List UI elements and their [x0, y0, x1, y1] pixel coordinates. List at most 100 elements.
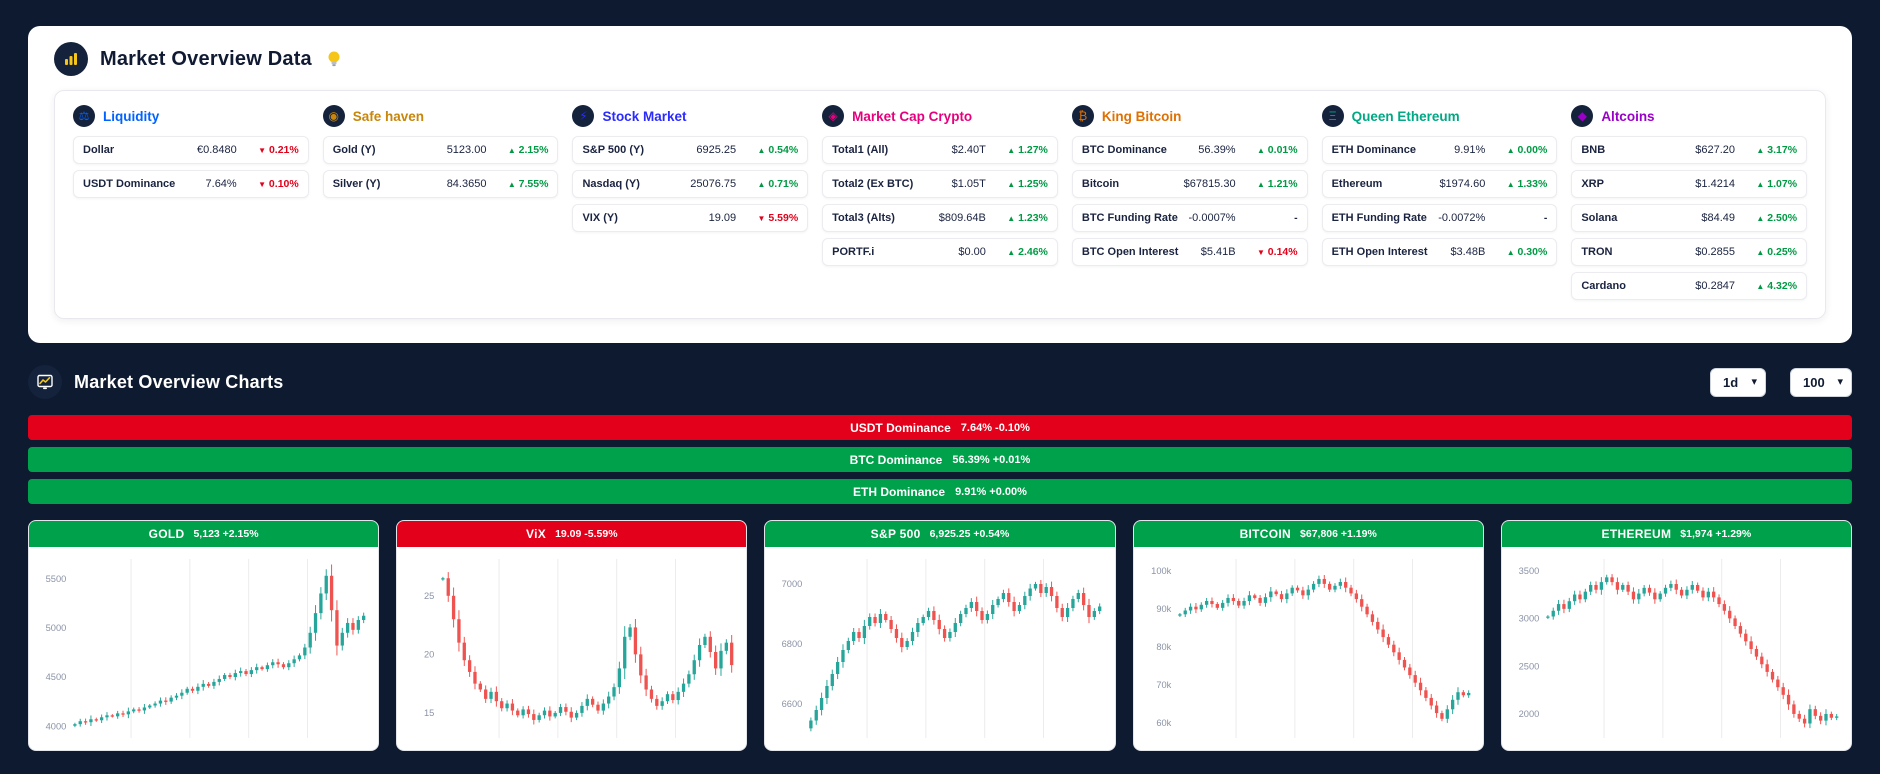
row-change: ▼ 0.10% [258, 178, 299, 190]
chart-body-ethereum: 2000 2500 3000 3500 [1502, 547, 1851, 750]
row-value: 84.3650 [446, 178, 487, 190]
chart-cards: GOLD 5,123 +2.15% 4000 4500 5000 5500 ViX 19.09… [28, 520, 1852, 751]
chart-value: 6,925.25 +0.54% [929, 528, 1010, 540]
svg-text:80k: 80k [1156, 641, 1171, 652]
svg-text:6800: 6800 [782, 638, 803, 649]
chart-value: $1,974 +1.29% [1680, 528, 1752, 540]
chart-card-header-bitcoin: BITCOIN $67,806 +1.19% [1133, 521, 1483, 547]
svg-text:3500: 3500 [1518, 565, 1539, 576]
row-value: -0.0072% [1438, 212, 1486, 224]
row-change: - [1543, 212, 1548, 224]
chart-value: 5,123 +2.15% [193, 528, 259, 540]
chart-card-s-p-500: S&P 500 6,925.25 +0.54% 6600 6800 7000 [764, 520, 1116, 751]
data-row-gold-y: Gold (Y) 5123.00 ▲ 2.15% [322, 136, 559, 164]
chart-name: BITCOIN [1239, 527, 1292, 541]
row-label: BTC Dominance [1081, 143, 1167, 156]
column-title: Liquidity [103, 108, 160, 124]
column-rows: ETH Dominance 9.91% ▲ 0.00% Ethereum $1974.6… [1321, 136, 1558, 266]
column-header-king-bitcoin: ₿ King Bitcoin [1071, 105, 1308, 127]
data-row-nasdaq-y: Nasdaq (Y) 25076.75 ▲ 0.71% [572, 170, 809, 198]
up-triangle-icon: ▲ [1756, 248, 1765, 257]
column-altcoins: ◆ Altcoins BNB $627.20 ▲ 3.17% XRP $1.4214 ▲ 1.… [1571, 105, 1808, 300]
svg-text:60k: 60k [1156, 717, 1171, 728]
svg-text:70k: 70k [1156, 679, 1171, 690]
chart-body-vix: 15 20 25 [397, 547, 746, 750]
charts-section-header: Market Overview Charts 1d 100 [28, 365, 1852, 399]
row-change: ▲ 4.32% [1756, 280, 1798, 292]
row-label: TRON [1581, 245, 1613, 258]
chart-card-bitcoin: BITCOIN $67,806 +1.19% 60k 70k 80k 90k 100k [1132, 520, 1484, 751]
row-value: 56.39% [1198, 144, 1236, 156]
svg-text:15: 15 [424, 707, 434, 718]
row-value: -0.0007% [1188, 212, 1236, 224]
lightbulb-icon [328, 51, 340, 67]
row-label: Bitcoin [1081, 177, 1120, 190]
data-columns: ⚖ Liquidity Dollar €0.8480 ▼ 0.21% USDT Domin… [73, 105, 1808, 300]
data-row-solana: Solana $84.49 ▲ 2.50% [1571, 204, 1808, 232]
svg-text:90k: 90k [1156, 603, 1171, 614]
column-queen-ethereum: Ξ Queen Ethereum ETH Dominance 9.91% ▲ 0.00%… [1321, 105, 1558, 300]
up-triangle-icon: ▲ [1756, 146, 1765, 155]
page-title: Market Overview Data [100, 47, 312, 70]
svg-text:5000: 5000 [46, 622, 67, 633]
column-header-liquidity: ⚖ Liquidity [73, 105, 309, 127]
data-row-silver-y: Silver (Y) 84.3650 ▲ 7.55% [322, 170, 559, 198]
svg-text:7000: 7000 [782, 578, 803, 589]
svg-text:4000: 4000 [46, 720, 67, 731]
up-triangle-icon: ▲ [507, 146, 516, 155]
chart-value: 19.09 -5.59% [555, 528, 618, 540]
row-change: ▲ 1.27% [1007, 144, 1048, 156]
up-triangle-icon: ▲ [1756, 282, 1765, 291]
data-row-btc-funding-rate: BTC Funding Rate -0.0007% - [1071, 204, 1308, 232]
column-rows: BTC Dominance 56.39% ▲ 0.01% Bitcoin $67815.… [1071, 136, 1308, 266]
chart-name: S&P 500 [870, 527, 921, 541]
up-triangle-icon: ▲ [1756, 214, 1765, 223]
row-value: 5123.00 [446, 144, 487, 156]
up-triangle-icon: ▲ [757, 146, 766, 155]
column-king-bitcoin: ₿ King Bitcoin BTC Dominance 56.39% ▲ 0.01% B… [1071, 105, 1308, 300]
row-change: ▲ 0.71% [757, 178, 799, 190]
svg-text:2500: 2500 [1518, 660, 1539, 671]
row-label: S&P 500 (Y) [582, 143, 644, 156]
column-safe-haven: ◉ Safe haven Gold (Y) 5123.00 ▲ 2.15% Silver … [322, 105, 559, 300]
banner-value: 7.64% -0.10% [960, 421, 1030, 434]
data-row-eth-dominance: ETH Dominance 9.91% ▲ 0.00% [1321, 136, 1558, 164]
column-header-altcoins: ◆ Altcoins [1571, 105, 1807, 127]
svg-text:2000: 2000 [1518, 708, 1539, 719]
svg-text:25: 25 [424, 590, 434, 601]
chart-card-vix: ViX 19.09 -5.59% 15 20 25 [396, 520, 748, 751]
row-value: 9.91% [1454, 144, 1486, 156]
svg-text:6600: 6600 [782, 698, 803, 709]
row-label: Solana [1581, 211, 1618, 224]
row-value: $0.2847 [1695, 280, 1736, 292]
row-value: $1.05T [951, 178, 986, 190]
row-change: ▼ 0.14% [1256, 246, 1298, 258]
limit-select[interactable]: 100 [1790, 367, 1852, 397]
bitcoin-icon: ₿ [1071, 105, 1094, 127]
row-label: Total3 (Alts) [832, 211, 895, 224]
timeframe-select[interactable]: 1d [1710, 367, 1766, 397]
banner-label: BTC Dominance [849, 452, 943, 467]
chart-name: ETHEREUM [1601, 527, 1672, 541]
column-stock-market: ⚡ Stock Market S&P 500 (Y) 6925.25 ▲ 0.54% Na… [572, 105, 809, 300]
row-change: ▲ 2.50% [1756, 212, 1798, 224]
column-title: Market Cap Crypto [852, 108, 973, 124]
banner-value: 56.39% +0.01% [952, 453, 1031, 466]
column-header-safe-haven: ◉ Safe haven [322, 105, 559, 127]
svg-text:3000: 3000 [1518, 613, 1539, 624]
up-triangle-icon: ▲ [1256, 180, 1265, 189]
chart-card-header-gold: GOLD 5,123 +2.15% [29, 521, 379, 547]
data-row-ethereum: Ethereum $1974.60 ▲ 1.33% [1321, 170, 1558, 198]
row-change: ▲ 0.25% [1756, 246, 1798, 258]
row-change: ▲ 0.01% [1256, 144, 1298, 156]
data-row-portf-i: PORTF.i $0.00 ▲ 2.46% [822, 238, 1058, 266]
up-triangle-icon: ▲ [1506, 146, 1515, 155]
column-rows: BNB $627.20 ▲ 3.17% XRP $1.4214 ▲ 1.07% Solana… [1571, 136, 1808, 300]
column-market-cap-crypto: ◈ Market Cap Crypto Total1 (All) $2.40T ▲ 1.… [822, 105, 1058, 300]
column-header-stock-market: ⚡ Stock Market [572, 105, 808, 127]
charts-title: Market Overview Charts [74, 371, 284, 392]
row-change: ▲ 1.07% [1756, 178, 1798, 190]
data-row-btc-dominance: BTC Dominance 56.39% ▲ 0.01% [1071, 136, 1308, 164]
data-row-dollar: Dollar €0.8480 ▼ 0.21% [73, 136, 309, 164]
